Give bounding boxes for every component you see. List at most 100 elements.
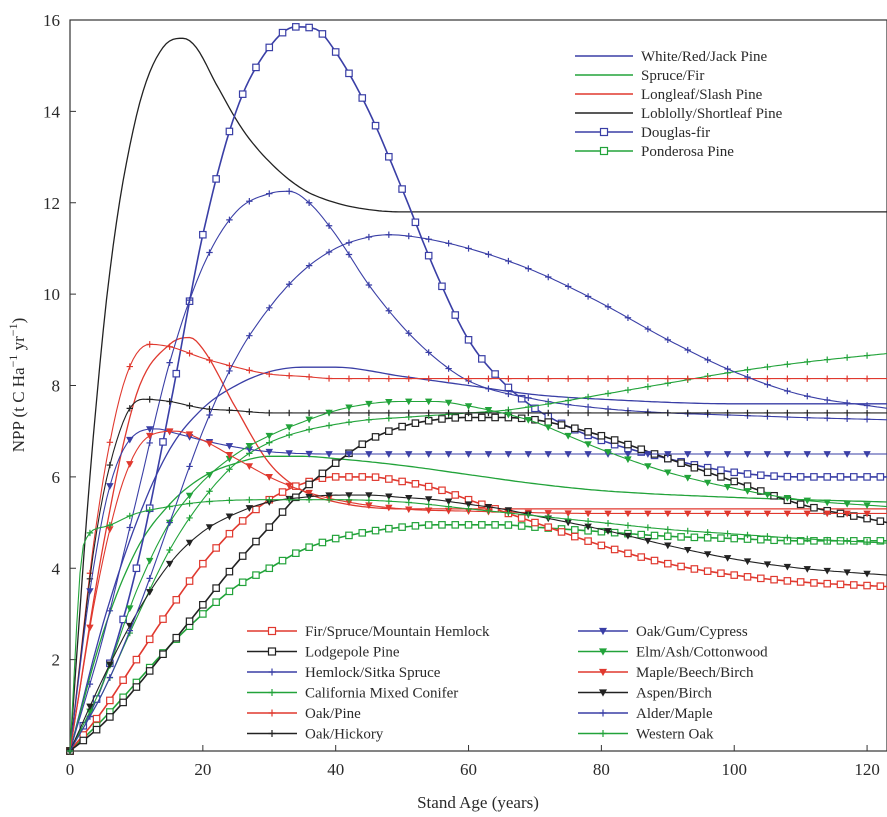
data-point xyxy=(206,411,213,419)
data-point xyxy=(305,543,313,551)
data-point xyxy=(365,281,373,289)
data-point xyxy=(724,530,731,537)
data-point xyxy=(246,367,253,374)
data-point xyxy=(764,375,771,382)
data-point xyxy=(525,511,532,519)
data-point xyxy=(843,537,851,545)
data-point xyxy=(517,394,526,403)
data-point xyxy=(604,409,612,417)
data-point xyxy=(584,441,592,448)
data-point xyxy=(478,413,486,422)
data-point xyxy=(166,503,173,510)
data-point xyxy=(126,605,134,613)
data-point xyxy=(650,531,659,540)
data-point xyxy=(465,409,472,417)
x-tick-label: 60 xyxy=(460,760,477,779)
data-point xyxy=(285,409,293,417)
legend-entry-longleaf-slash-pine: Longleaf/Slash Pine xyxy=(575,87,763,103)
data-point xyxy=(598,668,608,677)
y-tick-label: 14 xyxy=(43,102,61,121)
data-point xyxy=(564,375,572,382)
data-point xyxy=(717,466,725,475)
data-point xyxy=(252,63,260,72)
data-point xyxy=(564,283,572,290)
data-point xyxy=(704,529,711,536)
data-point xyxy=(265,432,273,440)
data-point xyxy=(491,413,499,422)
data-point xyxy=(292,549,300,557)
data-point xyxy=(325,496,333,503)
data-point xyxy=(365,492,373,499)
data-point xyxy=(604,520,612,527)
x-tick-label: 20 xyxy=(194,760,211,779)
data-point xyxy=(704,356,711,364)
data-point xyxy=(624,409,632,417)
data-point xyxy=(804,393,811,400)
legend-label: Maple/Beech/Birch xyxy=(636,665,754,681)
legend-entry-alder-maple: Alder/Maple xyxy=(578,706,713,722)
data-point xyxy=(345,239,353,246)
data-point xyxy=(545,375,552,382)
data-point xyxy=(531,518,539,527)
data-point xyxy=(810,537,818,545)
data-point xyxy=(411,218,420,227)
data-point xyxy=(185,431,194,439)
data-point xyxy=(119,676,127,684)
data-point xyxy=(784,409,791,417)
data-point xyxy=(445,409,452,417)
data-point xyxy=(764,381,771,388)
data-point xyxy=(86,624,94,632)
data-point xyxy=(545,409,552,417)
data-point xyxy=(325,492,333,500)
data-point xyxy=(245,442,254,450)
legend-entry-elm-ash-cottonwood: Elm/Ash/Cottonwood xyxy=(578,645,768,661)
data-point xyxy=(724,409,731,417)
data-point xyxy=(226,407,233,414)
data-point xyxy=(464,501,473,509)
data-point xyxy=(843,399,851,407)
series-loblolly-shortleaf-pine xyxy=(69,37,887,752)
data-point xyxy=(445,240,452,247)
data-point xyxy=(445,375,452,382)
data-point xyxy=(159,650,167,659)
data-point xyxy=(266,496,273,503)
data-point xyxy=(796,537,805,545)
data-point xyxy=(325,375,333,382)
data-point xyxy=(285,482,293,490)
data-point xyxy=(385,451,393,458)
data-point xyxy=(584,451,592,458)
legend-label: Elm/Ash/Cottonwood xyxy=(636,645,768,661)
data-point xyxy=(796,473,805,481)
data-point xyxy=(398,185,406,193)
data-point xyxy=(664,336,672,344)
data-point xyxy=(411,419,420,427)
data-point xyxy=(703,567,712,575)
data-point xyxy=(703,533,712,542)
data-point xyxy=(424,521,433,529)
data-point xyxy=(717,473,725,481)
legend-label: Longleaf/Slash Pine xyxy=(641,87,763,103)
data-point xyxy=(531,415,539,424)
data-point xyxy=(863,375,871,382)
data-point xyxy=(444,451,453,458)
data-point xyxy=(265,448,273,456)
data-point xyxy=(571,424,579,433)
legend-entry-spruce-fir: Spruce/Fir xyxy=(575,68,704,84)
series-longleaf-slash-pine xyxy=(69,336,887,752)
data-point xyxy=(365,451,373,458)
data-point xyxy=(783,495,792,502)
data-point xyxy=(724,375,731,382)
data-point xyxy=(252,537,260,546)
data-point xyxy=(325,451,333,458)
data-point xyxy=(245,463,254,470)
data-point xyxy=(185,617,194,626)
data-point xyxy=(690,565,699,573)
data-point xyxy=(863,538,871,546)
data-point xyxy=(365,416,373,423)
data-point xyxy=(597,541,606,550)
data-point xyxy=(206,356,213,364)
data-point xyxy=(796,578,805,586)
data-point xyxy=(823,579,832,588)
data-point xyxy=(584,393,592,401)
data-point xyxy=(598,627,608,636)
